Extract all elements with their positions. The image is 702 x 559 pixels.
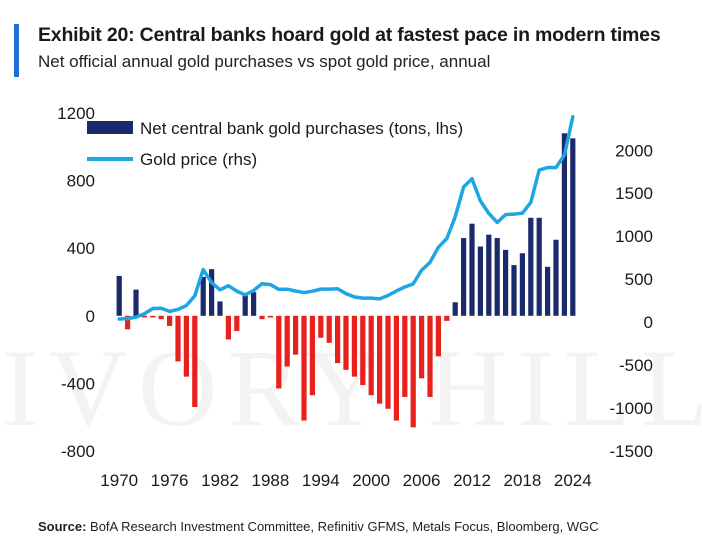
left-tick-label: 1200 [57, 104, 95, 123]
x-tick-label: 2018 [503, 471, 541, 490]
x-tick-label: 2012 [453, 471, 491, 490]
bar-1971 [125, 315, 131, 330]
bar-2020 [536, 217, 542, 316]
right-tick-label: -500 [619, 356, 653, 375]
gold-price-line [117, 115, 575, 321]
bar-1984 [234, 315, 240, 332]
bar-1972 [133, 289, 139, 316]
source-note: Source: BofA Research Investment Committ… [38, 519, 599, 534]
bar-1976 [167, 315, 173, 326]
bar-2004 [402, 315, 408, 397]
bar-2019 [528, 217, 534, 316]
bar-2007 [427, 315, 433, 397]
title-accent-bar [14, 24, 19, 77]
right-tick-label: 1000 [615, 227, 653, 246]
bar-2022 [553, 239, 559, 316]
bar-2003 [393, 315, 400, 421]
bar-2016 [503, 249, 509, 316]
bar-1995 [326, 315, 332, 343]
bar-2017 [511, 265, 517, 316]
left-tick-label: -800 [61, 442, 95, 461]
legend-label-purchases: Net central bank gold purchases (tons, l… [140, 119, 463, 138]
legend-swatch-purchases [87, 121, 133, 134]
source-label: Source: [38, 519, 87, 534]
bar-1993 [309, 315, 316, 396]
bar-2006 [419, 315, 425, 379]
bar-1997 [343, 315, 349, 370]
left-tick-label: 0 [86, 307, 95, 326]
source-text: BofA Research Investment Committee, Refi… [90, 519, 599, 534]
bar-1982 [217, 301, 223, 316]
bar-2008 [435, 315, 442, 357]
bar-1998 [351, 315, 358, 377]
bar-1973 [141, 315, 148, 318]
x-tick-label: 1988 [251, 471, 289, 490]
x-axis: 1970 1976 1982 1988 1994 2000 2006 2012 2018 2024 [100, 471, 591, 490]
bar-2015 [494, 238, 500, 316]
chart-subtitle: Net official annual gold purchases vs sp… [38, 52, 491, 71]
bar-1987 [259, 315, 265, 320]
left-tick-label: 800 [67, 172, 95, 191]
bars-group [116, 133, 576, 428]
bar-2023 [561, 133, 568, 316]
bar-2013 [477, 246, 484, 316]
right-tick-label: 500 [625, 270, 653, 289]
bar-1979 [192, 315, 198, 408]
bar-1977 [175, 315, 181, 362]
bar-1980 [200, 276, 206, 316]
bar-1978 [183, 315, 190, 377]
bar-1989 [276, 315, 282, 389]
left-tick-label: 400 [67, 239, 95, 258]
bar-1996 [335, 315, 341, 364]
bar-2011 [461, 238, 467, 316]
bar-2010 [452, 302, 458, 316]
bar-1988 [267, 315, 274, 318]
bar-1981 [209, 269, 215, 316]
right-tick-label: -1500 [610, 442, 653, 461]
bar-2012 [469, 223, 475, 316]
bar-2000 [368, 315, 374, 396]
legend: Net central bank gold purchases (tons, l… [87, 119, 463, 169]
bar-2009 [444, 315, 450, 321]
right-axis: -1500 -1000 -500 0 500 1000 1500 2000 [610, 141, 653, 461]
bar-2005 [410, 315, 416, 428]
right-tick-label: -1000 [610, 399, 653, 418]
x-tick-label: 1970 [100, 471, 138, 490]
x-tick-label: 1982 [201, 471, 239, 490]
right-tick-label: 1500 [615, 184, 653, 203]
bar-2001 [377, 315, 383, 404]
bar-1986 [251, 292, 257, 316]
bar-2024 [570, 138, 576, 316]
bar-2014 [486, 234, 492, 316]
bar-1970 [116, 275, 122, 316]
right-tick-label: 2000 [615, 141, 653, 160]
bar-1983 [225, 315, 232, 340]
legend-label-gold-price: Gold price (rhs) [140, 150, 257, 169]
left-axis: -800 -400 0 400 800 1200 [57, 104, 95, 461]
x-tick-label: 1994 [302, 471, 340, 490]
bar-2018 [519, 253, 526, 316]
bar-1985 [242, 293, 248, 316]
gold-price-line-group [117, 115, 575, 321]
bar-1990 [284, 315, 290, 367]
x-tick-label: 2006 [403, 471, 441, 490]
chart-title: Exhibit 20: Central banks hoard gold at … [38, 24, 661, 46]
bar-1974 [150, 315, 156, 318]
bar-1991 [293, 315, 299, 355]
bar-2021 [545, 266, 551, 316]
bar-1994 [318, 315, 324, 338]
x-tick-label: 2000 [352, 471, 390, 490]
right-tick-label: 0 [644, 313, 653, 332]
x-tick-label: 1976 [151, 471, 189, 490]
bar-1999 [360, 315, 366, 386]
bar-1975 [158, 315, 164, 320]
bar-2002 [385, 315, 391, 409]
x-tick-label: 2024 [554, 471, 592, 490]
left-tick-label: -400 [61, 374, 95, 393]
bar-1992 [301, 315, 307, 421]
